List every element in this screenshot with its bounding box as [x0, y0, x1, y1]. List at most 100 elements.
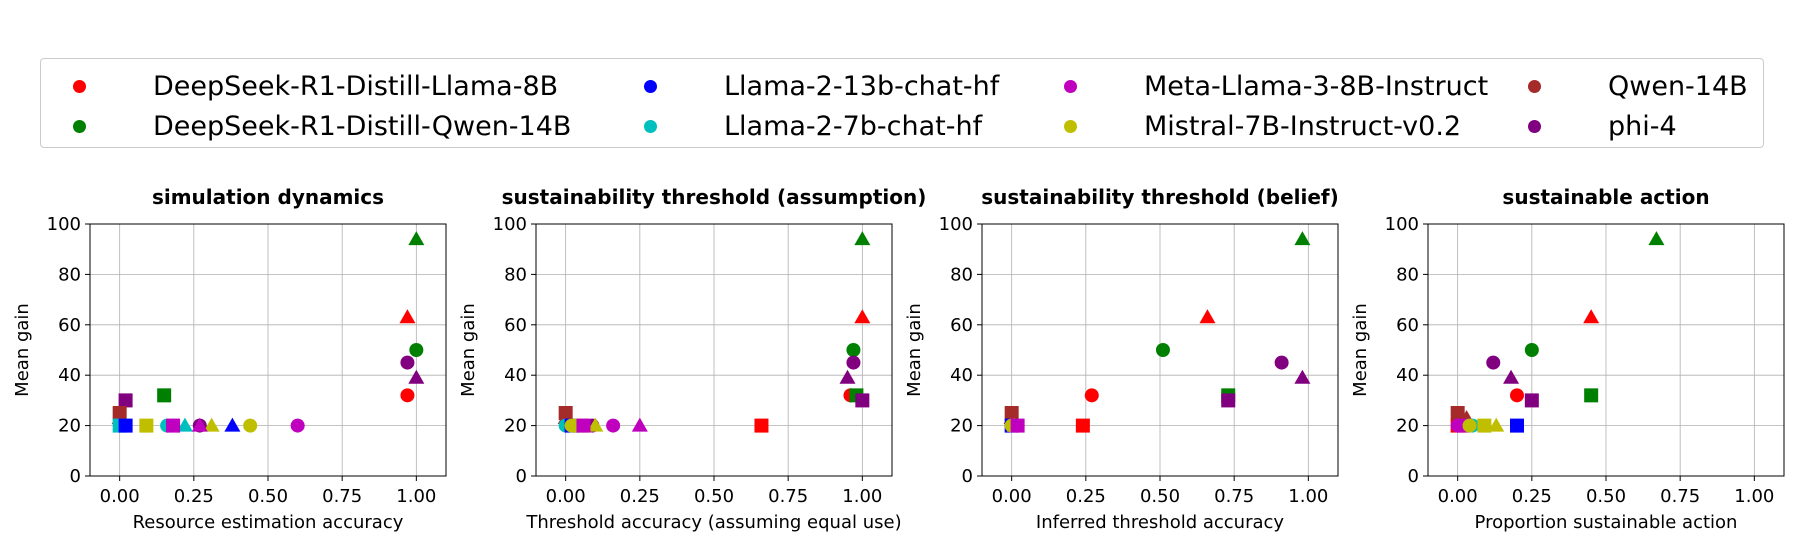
legend-label: Meta-Llama-3-8B-Instruct: [1144, 71, 1489, 102]
chart-panel-3: 0.00 0.25 0.50 0.75 1.00 0 20 40 60 80 100 sustaina…: [904, 185, 1339, 533]
x-tick-label: 0.75: [1660, 486, 1700, 507]
x-tick-label: 1.00: [842, 486, 882, 507]
x-tick-label: 0.25: [620, 486, 660, 507]
data-point: [408, 369, 425, 384]
y-axis-label: Mean gain: [12, 303, 33, 397]
chart-title: sustainability threshold (assumption): [502, 185, 927, 209]
x-tick-label: 0.00: [1438, 486, 1478, 507]
data-point: [754, 418, 769, 433]
data-point: [203, 417, 220, 432]
y-tick-label: 0: [70, 466, 81, 487]
x-tick-label: 0.25: [174, 486, 214, 507]
y-axis-label: Mean gain: [458, 303, 479, 397]
data-point: [1075, 418, 1090, 433]
legend-marker: [644, 120, 657, 133]
data-point: [606, 418, 621, 433]
y-tick-label: 100: [939, 214, 973, 235]
x-axis-label: Inferred threshold accuracy: [1036, 512, 1284, 533]
x-tick-label: 0.75: [1214, 486, 1254, 507]
plot-frame: [1427, 223, 1785, 477]
data-point: [1477, 418, 1492, 433]
chart-title: sustainability threshold (belief): [981, 185, 1339, 209]
data-point: [855, 393, 870, 408]
y-tick-label: 20: [1396, 416, 1419, 437]
y-tick-label: 20: [504, 416, 527, 437]
data-point: [176, 417, 193, 432]
data-point: [157, 388, 172, 403]
x-tick-label: 1.00: [396, 486, 436, 507]
x-axis-label: Proportion sustainable action: [1475, 512, 1738, 533]
data-point: [118, 418, 133, 433]
y-tick-label: 20: [950, 416, 973, 437]
x-tick-label: 0.50: [248, 486, 288, 507]
data-point: [1155, 343, 1170, 357]
data-point: [576, 418, 591, 433]
y-tick-label: 80: [504, 264, 527, 285]
data-point: [1221, 393, 1236, 408]
data-point: [1294, 369, 1311, 384]
legend-marker: [1064, 120, 1077, 133]
data-point: [839, 369, 856, 384]
data-point: [1524, 393, 1539, 408]
y-tick-label: 60: [950, 315, 973, 336]
y-axis-label: Mean gain: [904, 303, 925, 397]
y-tick-label: 100: [47, 214, 81, 235]
data-point: [1510, 388, 1524, 403]
chart-panel-2: 0.00 0.25 0.50 0.75 1.00 0 20 40 60 80 100 sustaina…: [458, 185, 926, 533]
x-tick-label: 0.00: [100, 486, 140, 507]
legend-label: Qwen-14B: [1608, 71, 1748, 102]
x-tick-label: 1.00: [1734, 486, 1774, 507]
data-point: [587, 417, 604, 432]
x-tick-label: 0.00: [992, 486, 1032, 507]
chart-title: simulation dynamics: [152, 185, 384, 209]
data-point: [1648, 231, 1665, 246]
data-point: [1274, 355, 1289, 370]
chart-panel-4: 0.00 0.25 0.50 0.75 1.00 0 20 40 60 80 100 sustaina…: [1350, 185, 1785, 533]
data-point: [1524, 343, 1539, 357]
legend-marker: [1528, 80, 1541, 93]
data-point: [224, 417, 241, 432]
data-point: [139, 418, 154, 433]
x-tick-label: 0.25: [1512, 486, 1552, 507]
data-point: [408, 231, 425, 246]
y-tick-label: 40: [504, 365, 527, 386]
data-point: [1488, 417, 1505, 432]
y-tick-label: 100: [493, 214, 527, 235]
data-point: [1503, 369, 1520, 384]
chart-panel-1: 0.00 0.25 0.50 0.75 1.00 0 20 40 60 80 100 simulati…: [12, 185, 447, 533]
y-tick-label: 80: [58, 264, 81, 285]
data-point: [631, 417, 648, 432]
data-point: [400, 355, 415, 370]
data-point: [1486, 355, 1501, 370]
x-tick-label: 0.50: [1140, 486, 1180, 507]
data-point: [400, 388, 415, 403]
x-tick-label: 0.50: [694, 486, 734, 507]
data-point: [1462, 418, 1477, 433]
y-tick-label: 40: [950, 365, 973, 386]
data-point: [166, 418, 181, 433]
legend-label: DeepSeek-R1-Distill-Qwen-14B: [153, 111, 572, 142]
plot-frame: [89, 223, 447, 477]
y-tick-label: 40: [1396, 365, 1419, 386]
data-point: [191, 417, 208, 432]
legend-marker: [644, 80, 657, 93]
x-tick-label: 0.25: [1066, 486, 1106, 507]
y-tick-label: 60: [58, 315, 81, 336]
legend: DeepSeek-R1-Distill-Llama-8B DeepSeek-R1…: [40, 58, 1764, 148]
data-point: [854, 231, 871, 246]
y-tick-label: 0: [516, 466, 527, 487]
y-tick-label: 20: [58, 416, 81, 437]
data-point: [1294, 231, 1311, 246]
chart-title: sustainable action: [1502, 185, 1709, 209]
legend-label: Mistral-7B-Instruct-v0.2: [1144, 111, 1462, 142]
data-point: [1584, 388, 1599, 403]
y-tick-label: 80: [950, 264, 973, 285]
data-point: [846, 355, 861, 370]
legend-marker: [1064, 80, 1077, 93]
data-point: [854, 309, 871, 324]
y-tick-label: 40: [58, 365, 81, 386]
y-tick-label: 0: [1408, 466, 1419, 487]
data-point: [1583, 309, 1600, 324]
legend-label: Llama-2-7b-chat-hf: [724, 111, 983, 142]
